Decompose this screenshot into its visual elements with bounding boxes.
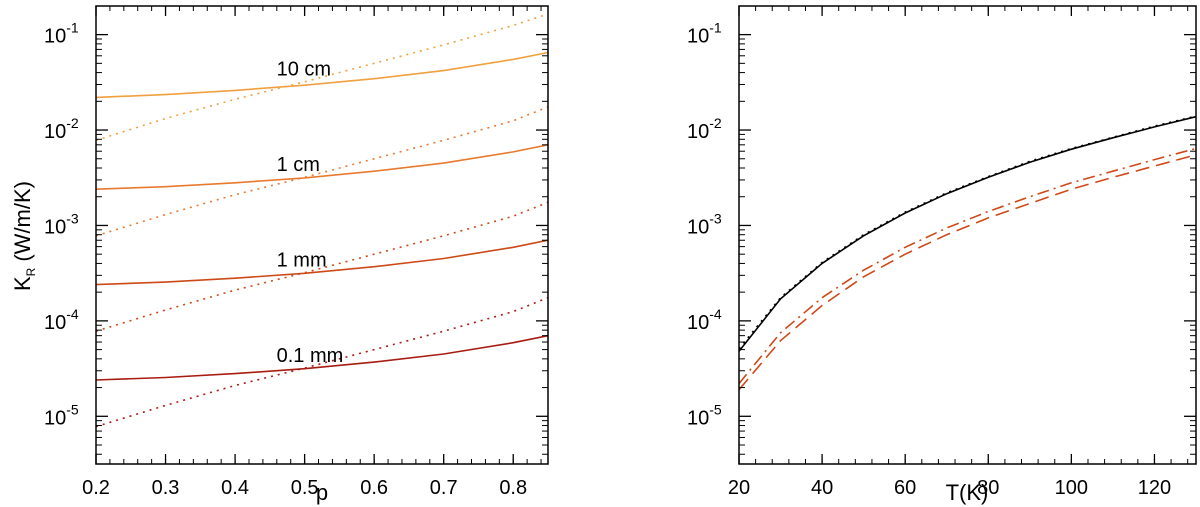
y-axis-title-units: (W/m/K)	[10, 181, 35, 262]
y-axis-title-subscript: R	[24, 267, 38, 276]
series-line-7	[95, 296, 549, 428]
y-tick-label: 10-2	[687, 115, 722, 143]
left-plot-frame	[95, 5, 549, 465]
series-line-3	[738, 154, 1197, 391]
y-tick-exponent: -4	[709, 306, 722, 322]
series-line-2	[738, 147, 1197, 385]
y-tick-exponent: -5	[709, 401, 722, 417]
curve-label: 10 cm	[277, 59, 331, 81]
y-tick-exponent: -2	[709, 115, 722, 131]
y-tick-base: 10	[44, 26, 66, 48]
left-curves	[95, 13, 549, 428]
series-line-4	[95, 239, 549, 286]
x-tick-label: 40	[811, 477, 833, 499]
x-tick-label: 0.7	[430, 477, 458, 499]
x-tick-label: 0.8	[499, 477, 527, 499]
y-tick-base: 10	[44, 216, 66, 238]
left-x-axis-title: p	[316, 480, 328, 505]
x-tick-label: 0.2	[82, 477, 110, 499]
x-tick-label: 0.6	[360, 477, 388, 499]
x-tick-label: 20	[728, 477, 750, 499]
y-tick-exponent: -4	[66, 306, 79, 322]
y-tick-base: 10	[687, 26, 709, 48]
x-tick-label: 0.4	[221, 477, 249, 499]
series-line-1	[95, 13, 549, 142]
y-tick-label: 10-4	[687, 306, 722, 334]
series-line-5	[95, 201, 549, 332]
left-ticks: 0.2 0.3 0.4 0.5 0.6 0.7 0.810-510-410-310-210-…	[44, 6, 548, 499]
y-tick-label: 10-5	[44, 401, 79, 429]
left-panel: 10 cm 1 cm 1 mm 0.1 mm 0.2 0.3 0.4 0.5 0.6 0.7 0.…	[10, 5, 549, 505]
left-y-axis-title: KR (W/m/K)	[10, 181, 38, 291]
y-tick-label: 10-5	[687, 401, 722, 429]
y-tick-label: 10-2	[44, 115, 79, 143]
y-tick-label: 10-1	[44, 20, 79, 48]
x-tick-label: 60	[894, 477, 916, 499]
y-tick-base: 10	[44, 121, 66, 143]
left-annotations: 10 cm 1 cm 1 mm 0.1 mm	[277, 59, 344, 367]
curve-label: 0.1 mm	[277, 345, 344, 367]
x-tick-label: 80	[977, 477, 999, 499]
series-line-1	[738, 115, 1197, 350]
y-tick-base: 10	[687, 407, 709, 429]
y-tick-exponent: -3	[709, 210, 722, 226]
y-tick-label: 10-1	[687, 20, 722, 48]
y-tick-exponent: -1	[66, 20, 79, 36]
x-tick-label: 100	[1055, 477, 1088, 499]
x-tick-label: 120	[1138, 477, 1171, 499]
y-tick-base: 10	[44, 312, 66, 334]
curve-label: 1 cm	[277, 154, 320, 176]
right-curves	[738, 115, 1197, 391]
y-tick-base: 10	[687, 312, 709, 334]
right-x-axis-title: T(K)	[946, 480, 989, 505]
curve-label: 1 mm	[277, 250, 327, 272]
series-line-0	[738, 115, 1197, 352]
y-tick-exponent: -1	[709, 20, 722, 36]
right-plot-frame	[738, 5, 1197, 465]
y-axis-title-main: K	[10, 276, 35, 291]
y-tick-label: 10-3	[44, 210, 79, 238]
x-tick-label: 0.3	[152, 477, 180, 499]
y-tick-exponent: -5	[66, 401, 79, 417]
y-tick-base: 10	[44, 407, 66, 429]
x-tick-label: 0.5	[291, 477, 319, 499]
y-tick-base: 10	[687, 121, 709, 143]
series-line-3	[95, 106, 549, 237]
svg-text:KR(W/m/K): KR (W/m/K)	[10, 181, 38, 291]
y-tick-label: 10-4	[44, 306, 79, 334]
y-tick-base: 10	[687, 216, 709, 238]
series-line-6	[95, 334, 549, 381]
series-line-0	[95, 51, 549, 99]
y-tick-exponent: -3	[66, 210, 79, 226]
y-tick-exponent: -2	[66, 115, 79, 131]
y-tick-label: 10-3	[687, 210, 722, 238]
series-line-2	[95, 144, 549, 190]
